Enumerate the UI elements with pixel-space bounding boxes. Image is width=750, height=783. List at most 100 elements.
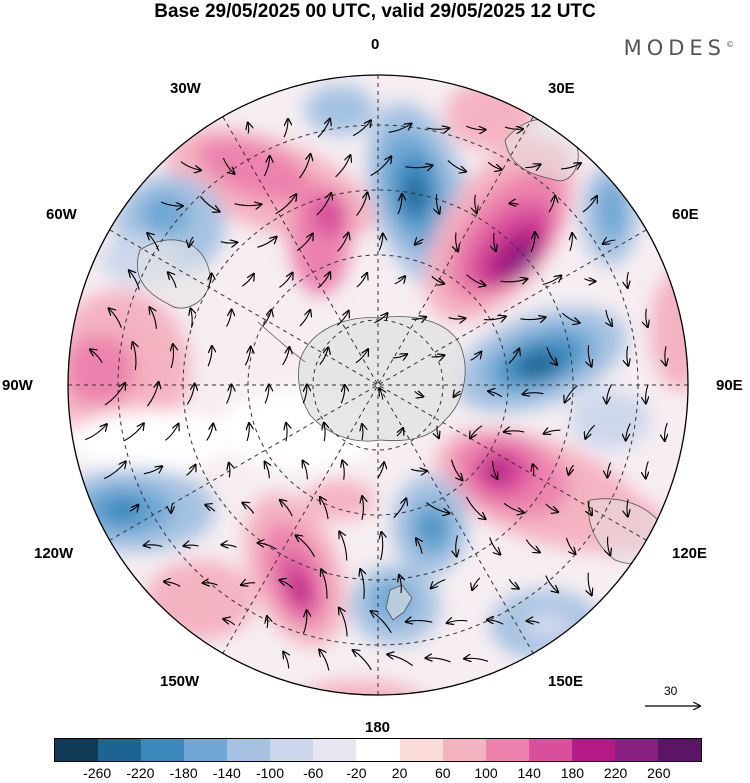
wind-vector (399, 575, 401, 594)
wind-vector (150, 307, 158, 329)
wind-vector (257, 237, 276, 248)
wind-vector (545, 503, 558, 512)
wind-vector (488, 391, 503, 398)
wind-vector (303, 610, 306, 634)
wind-vector (588, 345, 591, 366)
lon-label-60w: 60W (46, 206, 77, 223)
wind-vector (508, 349, 519, 364)
wind-vector (320, 497, 329, 520)
wind-vector (381, 532, 383, 561)
wind-vector (103, 461, 126, 480)
wind-vector (627, 271, 628, 288)
wind-vector (353, 650, 372, 671)
wind-vector (626, 423, 631, 441)
wind-vector (487, 620, 504, 625)
wind-vector (229, 463, 230, 478)
wind-vector (387, 654, 414, 667)
colorbar (54, 738, 702, 762)
wind-vector (317, 119, 330, 138)
wind-vector (337, 233, 349, 252)
wind-vector (665, 346, 666, 365)
wind-vector (565, 385, 578, 403)
wind-vector (280, 500, 293, 517)
wind-vector (129, 270, 140, 290)
wind-vector (487, 161, 502, 169)
wind-vector (426, 128, 450, 129)
colorbar-cell (571, 739, 615, 761)
wind-vector (209, 273, 212, 287)
wind-vector (603, 240, 616, 244)
wind-vector (299, 154, 311, 179)
wind-vector (342, 460, 344, 480)
wind-vector (608, 536, 611, 556)
wind-vector (465, 496, 485, 519)
colorbar-tick-label: -260 (83, 765, 112, 781)
colorbar-cell (356, 739, 400, 761)
colorbar-tick-label: 20 (391, 765, 408, 781)
lon-label-30e: 30E (548, 80, 575, 97)
wind-vector (405, 165, 432, 167)
wind-vector (509, 203, 519, 204)
wind-vector (588, 500, 592, 516)
wind-vector (165, 424, 179, 441)
wind-vector (283, 652, 289, 669)
wind-vector (378, 234, 383, 251)
wind-vector (146, 382, 158, 407)
lon-label-150e: 150E (548, 673, 584, 690)
wind-vector (426, 502, 449, 514)
colorbar-tick-label: -20 (346, 765, 367, 781)
wind-vector (299, 310, 310, 327)
wind-vector (525, 164, 541, 167)
wind-vector (396, 428, 403, 437)
wind-vector (263, 156, 269, 177)
wind-vector (303, 461, 308, 480)
colorbar-ticks: -260 -220 -180 -140 -100 -60 -20 20 60 100 140 180 2… (0, 765, 750, 783)
wind-vector (379, 389, 382, 400)
wind-vector (352, 120, 371, 137)
wind-vector (104, 383, 125, 406)
wind-vector (360, 569, 364, 599)
wind-vector (90, 349, 103, 363)
modes-logo: MODES© (624, 36, 734, 60)
wind-vector (258, 543, 277, 550)
wind-vector (466, 126, 485, 129)
colorbar-tick-label: -180 (169, 765, 198, 781)
antarctic-peninsula (257, 321, 306, 363)
colorbar-cell (55, 739, 99, 761)
wind-vector (406, 620, 433, 622)
wind-vector (247, 423, 249, 442)
wind-vector (544, 430, 561, 434)
wind-vector (189, 236, 193, 247)
wind-vector (207, 346, 212, 367)
wind-vector (339, 608, 348, 637)
wind-vector (262, 310, 272, 327)
wind-vector (397, 194, 402, 215)
wind-vector (362, 424, 363, 441)
wind-vector (561, 312, 579, 323)
wind-vector (508, 579, 519, 588)
colorbar-cell (184, 739, 228, 761)
wind-vector (316, 193, 331, 216)
wind-vector (484, 316, 506, 319)
brand-mark: © (726, 40, 734, 49)
wind-vector (220, 242, 238, 243)
wind-vector (607, 462, 610, 478)
wind-vector (456, 232, 458, 252)
colorbar-tick-label: 60 (435, 765, 451, 781)
wind-vector (503, 502, 524, 512)
wind-vector (206, 424, 213, 441)
wind-vector (542, 276, 562, 286)
wind-vector (464, 658, 489, 661)
wind-vector (410, 469, 427, 471)
colorbar-tick-label: -220 (126, 765, 155, 781)
colorbar-tick-label: 220 (603, 765, 628, 781)
wind-vector (466, 274, 486, 286)
colorbar-tick-label: 100 (474, 765, 498, 781)
wind-vector (267, 616, 268, 629)
wind-vector (548, 196, 555, 213)
wind-vector (546, 346, 557, 365)
wind-vector (447, 160, 466, 171)
wind-vector (565, 537, 576, 554)
wind-vector (533, 464, 534, 476)
lon-label-120w: 120W (34, 545, 74, 562)
